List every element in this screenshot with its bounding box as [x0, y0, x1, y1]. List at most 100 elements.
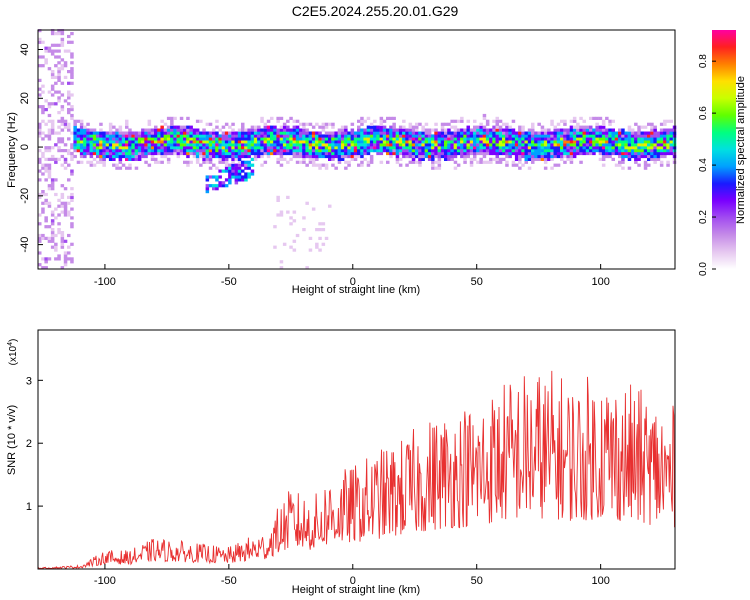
heatmap-cell	[550, 151, 554, 156]
heatmap-cell	[237, 137, 242, 141]
y-tick-label: 2	[26, 438, 32, 450]
heatmap-cell	[630, 140, 635, 144]
heatmap-cell	[618, 143, 622, 147]
heatmap-cell	[224, 163, 229, 167]
heatmap-cell	[105, 151, 110, 156]
heatmap-cell	[189, 160, 193, 164]
heatmap-cell	[141, 140, 145, 144]
heatmap-cell	[614, 140, 619, 144]
heatmap-cell	[305, 131, 309, 135]
heatmap-cell	[585, 140, 590, 144]
heatmap-cell	[450, 149, 454, 153]
heatmap-cell	[292, 128, 297, 132]
heatmap-cell	[260, 143, 264, 147]
heatmap-cell	[176, 143, 181, 147]
heatmap-cell	[553, 125, 557, 129]
heatmap-cell	[360, 137, 364, 141]
heatmap-cell	[337, 128, 342, 132]
heatmap-cell	[353, 140, 358, 144]
heatmap-cell	[379, 143, 384, 147]
heatmap-cell	[38, 40, 42, 44]
heatmap-cell	[453, 160, 458, 164]
heatmap-cell	[315, 122, 319, 126]
heatmap-cell	[215, 137, 219, 141]
heatmap-cell	[563, 119, 567, 123]
heatmap-cell	[318, 236, 322, 240]
heatmap-cell	[363, 137, 367, 141]
heatmap-cell	[279, 125, 284, 129]
heatmap-cell	[47, 149, 52, 153]
heatmap-cell	[553, 146, 557, 150]
heatmap-cell	[427, 143, 432, 147]
heatmap-cell	[537, 151, 541, 156]
heatmap-cell	[205, 187, 210, 191]
heatmap-cell	[666, 137, 670, 141]
heatmap-cell	[514, 134, 519, 138]
heatmap-cell	[295, 233, 300, 238]
heatmap-cell	[608, 146, 612, 150]
heatmap-cell	[489, 131, 493, 135]
heatmap-cell	[611, 140, 615, 144]
heatmap-cell	[357, 154, 361, 159]
heatmap-cell	[398, 128, 403, 132]
heatmap-cell	[224, 154, 229, 159]
heatmap-cell	[411, 157, 416, 161]
heatmap-cell	[99, 128, 103, 132]
heatmap-cell	[38, 160, 42, 164]
heatmap-cell	[253, 131, 258, 135]
heatmap-cell	[67, 40, 71, 44]
heatmap-cell	[650, 131, 654, 135]
heatmap-cell	[453, 128, 458, 132]
heatmap-cell	[469, 131, 474, 135]
heatmap-cell	[292, 146, 297, 150]
heatmap-cell	[456, 137, 461, 141]
heatmap-cell	[357, 128, 361, 132]
heatmap-cell	[215, 131, 219, 135]
heatmap-cell	[63, 187, 68, 191]
heatmap-cell	[205, 140, 210, 144]
heatmap-cell	[456, 149, 461, 153]
heatmap-cell	[357, 125, 361, 129]
heatmap-cell	[659, 122, 664, 126]
heatmap-cell	[656, 157, 661, 161]
heatmap-cell	[224, 178, 229, 182]
heatmap-cell	[60, 64, 65, 68]
heatmap-cell	[453, 166, 458, 170]
heatmap-cell	[402, 146, 406, 150]
heatmap-cell	[102, 151, 106, 156]
heatmap-cell	[38, 93, 42, 97]
heatmap-cell	[505, 122, 509, 126]
heatmap-cell	[347, 163, 351, 167]
heatmap-cell	[321, 151, 326, 156]
heatmap-cell	[208, 160, 213, 164]
heatmap-cell	[347, 143, 351, 147]
heatmap-cell	[96, 134, 100, 138]
heatmap-cell	[411, 134, 416, 138]
heatmap-cell	[144, 143, 148, 147]
heatmap-cell	[547, 128, 551, 132]
heatmap-cell	[531, 151, 535, 156]
heatmap-cell	[150, 137, 155, 141]
heatmap-cell	[524, 149, 528, 153]
heatmap-cell	[221, 151, 226, 156]
heatmap-cell	[324, 122, 329, 126]
heatmap-cell	[224, 122, 229, 126]
heatmap-cell	[121, 154, 126, 159]
heatmap-cell	[389, 151, 393, 156]
heatmap-cell	[537, 157, 541, 161]
heatmap-cell	[350, 128, 355, 132]
heatmap-cell	[273, 140, 277, 144]
heatmap-cell	[89, 128, 94, 132]
heatmap-cell	[576, 128, 580, 132]
heatmap-cell	[647, 140, 651, 144]
heatmap-cell	[621, 128, 625, 132]
heatmap-cell	[405, 131, 409, 135]
heatmap-cell	[514, 131, 519, 135]
heatmap-cell	[318, 248, 322, 252]
heatmap-cell	[224, 184, 229, 188]
heatmap-cell	[466, 119, 470, 123]
heatmap-cell	[79, 125, 84, 129]
heatmap-cell	[440, 134, 445, 138]
heatmap-cell	[195, 160, 200, 164]
heatmap-cell	[524, 154, 528, 159]
